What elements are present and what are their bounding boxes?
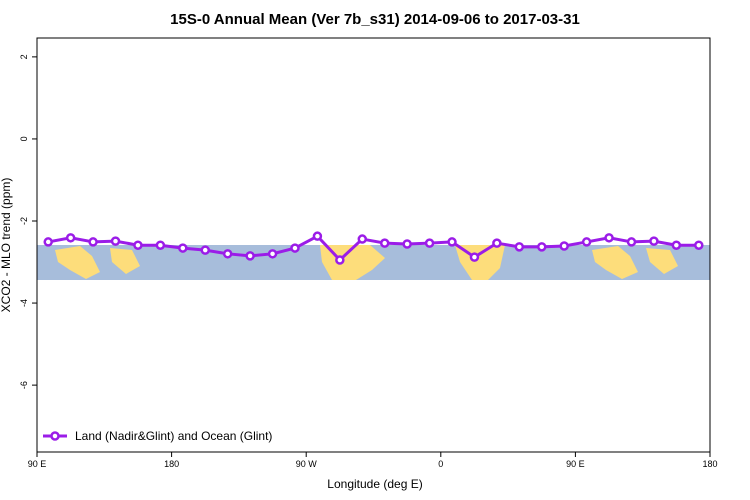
point bbox=[447, 237, 457, 247]
legend-marker bbox=[50, 431, 60, 441]
y-tick-label: -2 bbox=[19, 217, 29, 225]
x-tick-label: 90 W bbox=[296, 459, 318, 469]
point bbox=[88, 237, 98, 247]
point bbox=[178, 243, 188, 253]
point bbox=[604, 233, 614, 243]
y-tick-label: 0 bbox=[19, 136, 29, 141]
point bbox=[626, 237, 637, 247]
point bbox=[537, 242, 547, 252]
point bbox=[379, 238, 390, 248]
point bbox=[694, 240, 704, 250]
point bbox=[222, 249, 233, 259]
land bbox=[592, 246, 678, 279]
x-tick-label: 90 E bbox=[566, 459, 585, 469]
point bbox=[559, 241, 569, 251]
point bbox=[65, 233, 76, 243]
point bbox=[357, 234, 368, 244]
point bbox=[649, 236, 659, 246]
x-axis-label: Longitude (deg E) bbox=[327, 477, 422, 491]
x-tick-label: 0 bbox=[438, 459, 443, 469]
x-tick-label: 180 bbox=[164, 459, 179, 469]
point bbox=[402, 239, 412, 249]
map-background bbox=[37, 245, 710, 280]
plot-frame bbox=[36, 37, 711, 453]
legend-text: Land (Nadir&Glint) and Ocean (Glint) bbox=[75, 429, 272, 443]
point bbox=[312, 231, 323, 241]
point bbox=[43, 237, 53, 247]
chart-title: 15S-0 Annual Mean (Ver 7b_s31) 2014-09-0… bbox=[170, 11, 580, 28]
y-axis-label: XCO2 - MLO trend (ppm) bbox=[0, 178, 13, 313]
land bbox=[320, 245, 385, 280]
point bbox=[671, 240, 682, 250]
point bbox=[492, 238, 502, 248]
y-tick-label: -6 bbox=[19, 381, 29, 389]
point bbox=[155, 240, 166, 250]
x-tick-label: 90 E bbox=[28, 459, 47, 469]
y-tick-label: -4 bbox=[19, 299, 29, 307]
point bbox=[290, 243, 300, 253]
point bbox=[424, 238, 435, 248]
point bbox=[245, 251, 255, 261]
point bbox=[200, 245, 210, 255]
x-tick-label: 180 bbox=[702, 459, 717, 469]
point bbox=[133, 240, 143, 250]
y-tick-label: 2 bbox=[19, 54, 29, 59]
point bbox=[335, 255, 345, 265]
land bbox=[55, 246, 140, 279]
point bbox=[469, 252, 480, 262]
point bbox=[267, 249, 278, 259]
point bbox=[110, 236, 121, 246]
point bbox=[581, 237, 592, 247]
point bbox=[514, 242, 525, 252]
